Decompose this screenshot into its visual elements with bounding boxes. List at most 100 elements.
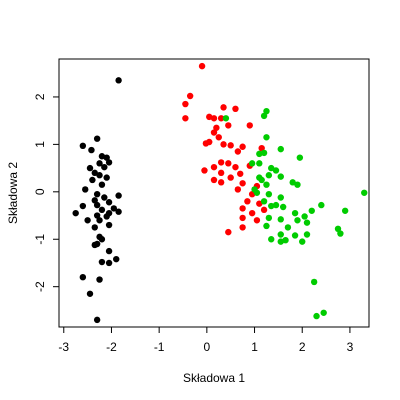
data-point [303,231,311,238]
data-point [210,115,218,122]
data-point [182,115,189,122]
data-point [246,122,253,129]
data-point [244,198,251,205]
data-point [103,174,110,181]
data-point [225,160,232,167]
data-point [220,141,227,148]
data-point [225,122,232,129]
data-point [237,170,244,177]
data-point [210,129,218,136]
data-point [115,77,122,84]
y-tick-label: 0 [33,188,47,195]
data-point [227,142,234,149]
data-point [256,200,263,207]
data-point [217,169,225,177]
data-point [225,228,232,236]
data-point [91,169,98,177]
data-point [258,176,265,184]
data-point [98,181,106,188]
data-point [79,202,87,210]
x-tick-label: 1 [251,340,258,354]
data-point [101,163,108,171]
data-point [277,173,284,180]
x-tick-label: -1 [154,340,165,354]
points-layer [72,62,368,324]
data-point [277,231,284,238]
data-point [86,164,94,172]
data-point [232,105,239,113]
data-point [239,224,246,231]
data-point [186,92,194,100]
data-point [260,198,268,205]
data-point [93,201,101,209]
data-point [103,154,110,161]
data-point [91,224,98,231]
data-point [239,180,246,187]
data-point [113,255,120,263]
data-point [220,104,227,111]
data-point [82,186,89,193]
data-point [291,232,299,239]
data-point [91,241,98,249]
data-point [268,236,275,243]
data-point [93,212,101,219]
data-point [289,179,296,186]
data-point [308,207,315,214]
y-tick-label: -2 [33,281,47,292]
data-point [210,176,218,184]
data-point [210,163,218,171]
data-point [253,217,261,224]
data-point [105,247,113,255]
data-point [284,224,292,231]
data-point [101,194,108,201]
data-point [248,209,256,217]
data-point [105,221,113,229]
data-point [110,205,118,212]
data-point [215,134,222,141]
data-point [272,167,280,174]
y-tick-label: 1 [33,141,47,148]
data-point [98,206,106,214]
data-point [79,273,87,281]
data-point [105,159,113,166]
data-point [253,189,261,196]
data-point [96,276,103,283]
data-point [310,278,318,286]
data-point [213,124,220,131]
data-point [260,112,268,120]
data-point [103,213,110,220]
data-point [217,179,225,186]
data-point [263,222,270,230]
x-tick-label: 3 [347,340,354,354]
data-point [227,174,234,181]
x-tick-label: 2 [299,340,306,354]
data-point [303,219,311,226]
data-point [265,214,273,222]
data-point [96,217,103,224]
data-point [277,145,284,153]
data-point [89,176,96,184]
data-point [93,316,101,324]
data-point [279,203,287,211]
x-tick-label: -3 [58,340,69,354]
data-point [258,144,265,152]
data-point [93,135,101,142]
data-point [268,202,275,210]
data-point [86,290,94,297]
data-point [272,201,280,209]
data-point [277,216,284,223]
data-point [115,208,122,215]
data-point [182,100,189,108]
data-point [260,149,268,157]
data-point [84,217,91,224]
data-point [313,312,320,320]
data-point [105,259,113,267]
y-tick-label: 2 [33,93,47,100]
data-point [217,115,225,122]
x-tick-label: -2 [106,340,117,354]
y-tick-label: -1 [33,234,47,245]
data-point [79,142,87,150]
data-point [72,209,79,217]
data-point [291,209,299,217]
